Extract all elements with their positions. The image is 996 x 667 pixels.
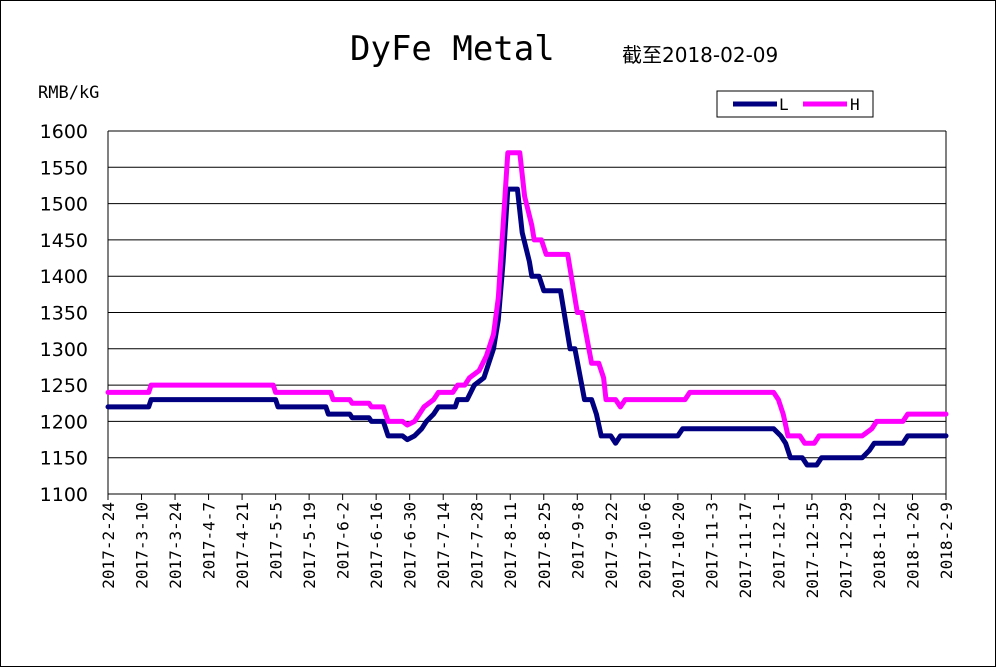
y-tick-label: 1100 bbox=[40, 484, 88, 506]
y-tick-label: 1500 bbox=[40, 194, 88, 216]
gridlines bbox=[108, 130, 946, 495]
x-tick-label: 2017-7-28 bbox=[468, 502, 487, 589]
series-line-l bbox=[105, 186, 949, 468]
x-tick-label: 2017-5-19 bbox=[300, 502, 319, 589]
x-tick-label: 2017-4-21 bbox=[233, 502, 252, 589]
x-tick-label: 2017-6-30 bbox=[401, 502, 420, 589]
x-tick-label: 2017-12-15 bbox=[803, 502, 822, 598]
y-axis-unit-label: RMB/kG bbox=[38, 83, 99, 103]
y-tick-label: 1250 bbox=[40, 375, 88, 397]
series-lines bbox=[105, 150, 949, 468]
x-tick-label: 2017-12-29 bbox=[836, 502, 855, 598]
legend-label-h: H bbox=[850, 95, 860, 114]
x-tick-label: 2017-11-3 bbox=[702, 502, 721, 589]
x-tick-label: 2017-3-24 bbox=[166, 502, 185, 589]
x-tick-label: 2018-1-12 bbox=[870, 502, 889, 589]
x-tick-label: 2017-7-14 bbox=[434, 502, 453, 589]
legend-label-l: L bbox=[779, 95, 789, 114]
x-tick-label: 2017-12-1 bbox=[769, 502, 788, 589]
x-tick-labels: 2017-2-24 2017-3-10 2017-3-24 2017-4-7 2017-… bbox=[99, 502, 956, 598]
x-tick-label: 2018-1-26 bbox=[903, 502, 922, 589]
x-tick-label: 2017-8-11 bbox=[501, 502, 520, 589]
x-tick-label: 2017-10-6 bbox=[635, 502, 654, 589]
y-tick-label: 1400 bbox=[40, 266, 88, 288]
x-tick-label: 2017-5-5 bbox=[267, 502, 286, 579]
y-tick-label: 1300 bbox=[40, 339, 88, 361]
x-tick-label: 2017-6-2 bbox=[334, 502, 353, 579]
y-tick-label: 1450 bbox=[40, 230, 88, 252]
x-tick-label: 2017-10-20 bbox=[669, 502, 688, 598]
x-tick-label: 2017-8-25 bbox=[535, 502, 554, 589]
y-tick-label: 1550 bbox=[40, 157, 88, 179]
x-tick-label: 2017-9-22 bbox=[602, 502, 621, 589]
y-tick-label: 1150 bbox=[40, 448, 88, 470]
x-tick-label: 2017-11-17 bbox=[736, 502, 755, 598]
x-tick-label: 2017-9-8 bbox=[568, 502, 587, 579]
chart-title: DyFe Metal bbox=[350, 29, 555, 69]
chart-subtitle: 截至2018-02-09 bbox=[622, 43, 778, 67]
x-tick-label: 2017-6-16 bbox=[367, 502, 386, 589]
series-line-h bbox=[105, 150, 949, 446]
legend: L H bbox=[716, 90, 874, 118]
x-tick-label: 2017-2-24 bbox=[99, 502, 118, 589]
y-tick-labels: 1100 1150 1200 1250 1300 1350 1400 1450 1500 1550… bbox=[40, 121, 88, 506]
y-tick-label: 1200 bbox=[40, 411, 88, 433]
x-tick-label: 2017-4-7 bbox=[200, 502, 219, 579]
y-tick-label: 1350 bbox=[40, 303, 88, 325]
y-tick-label: 1600 bbox=[40, 121, 88, 143]
x-tick-label: 2017-3-10 bbox=[133, 502, 152, 589]
axes bbox=[107, 131, 947, 500]
x-tick-label: 2018-2-9 bbox=[937, 502, 956, 579]
